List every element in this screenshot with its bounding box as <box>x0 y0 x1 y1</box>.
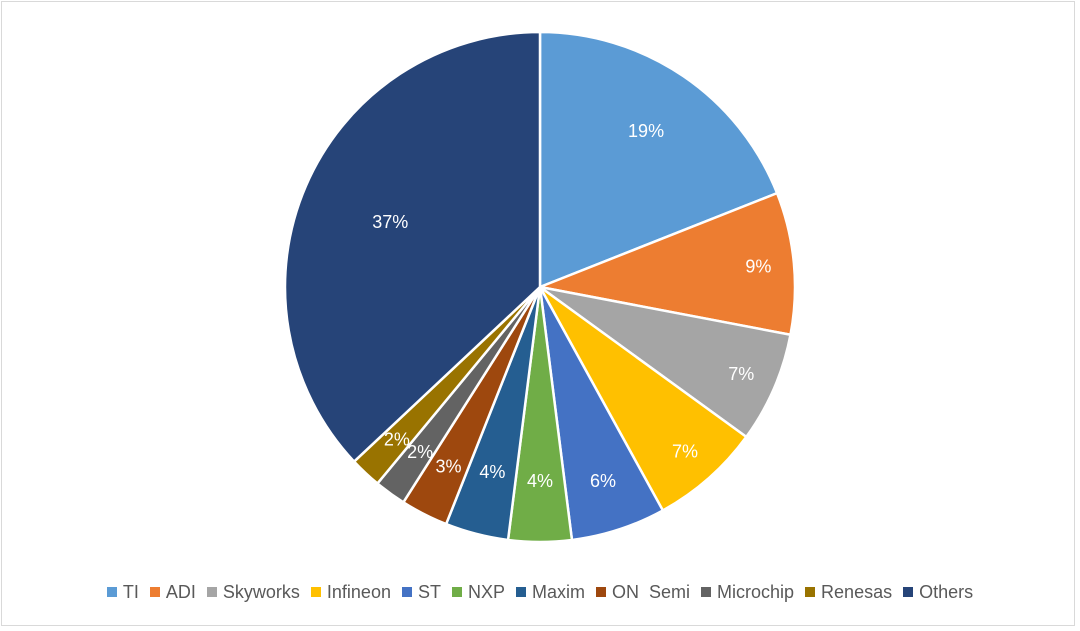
legend-label-skyworks: Skyworks <box>222 582 300 602</box>
legend-swatch-on-semi <box>596 587 606 597</box>
legend-item-nxp: NXP <box>451 579 505 605</box>
data-label-infineon: 7% <box>672 441 698 461</box>
legend-label-microchip: Microchip <box>717 582 795 602</box>
legend-item-adi: ADI <box>149 579 196 605</box>
pie-slice-skyworks <box>538 285 792 439</box>
pie-slice-infineon <box>538 285 748 512</box>
legend-swatch-others <box>903 587 914 597</box>
legend-label-on-semi: ON Semi <box>612 582 691 602</box>
legend-item-on-semi: ON Semi <box>596 579 690 605</box>
legend-item-st: ST <box>401 579 441 605</box>
data-label-skyworks: 7% <box>728 364 754 384</box>
legend-label-infineon: Infineon <box>326 582 391 602</box>
legend-item-maxim: Maxim <box>516 579 585 605</box>
legend-swatch-infineon <box>310 587 321 597</box>
legend: TI ADI Skyworks Infineon ST NXP Maxim ON Semi Mi… <box>2 579 1078 605</box>
legend-item-infineon: Infineon <box>310 579 391 605</box>
data-label-ti: 19% <box>628 121 664 141</box>
legend-swatch-renesas <box>805 587 816 597</box>
pie-slices <box>283 30 797 544</box>
legend-label-st: ST <box>417 582 441 602</box>
legend-swatch-nxp <box>451 587 462 597</box>
legend-label-renesas: Renesas <box>821 582 893 602</box>
legend-item-microchip: Microchip <box>701 579 794 605</box>
legend-label-adi: ADI <box>165 582 196 602</box>
pie-chart: 19%9%7%7%6%4%4%3%2%2%37% <box>283 30 797 544</box>
pie-data-labels: 19%9%7%7%6%4%4%3%2%2%37% <box>372 121 771 491</box>
legend-swatch-microchip <box>701 587 712 597</box>
legend-swatch-st <box>401 587 412 597</box>
data-label-st: 6% <box>590 471 616 491</box>
legend-item-renesas: Renesas <box>805 579 892 605</box>
data-label-microchip: 2% <box>407 442 433 462</box>
legend-label-maxim: Maxim <box>532 582 585 602</box>
legend-swatch-maxim <box>516 587 526 597</box>
legend-item-ti: TI <box>106 579 139 605</box>
data-label-on-semi: 3% <box>436 456 462 476</box>
data-label-renesas: 2% <box>384 429 410 449</box>
legend-item-others: Others <box>903 579 973 605</box>
legend-swatch-ti <box>106 587 117 597</box>
data-label-maxim: 4% <box>479 462 505 482</box>
legend-swatch-adi <box>149 587 160 597</box>
legend-label-others: Others <box>919 582 974 602</box>
legend-label-ti: TI <box>122 582 139 602</box>
data-label-nxp: 4% <box>527 471 553 491</box>
legend-label-nxp: NXP <box>467 582 505 602</box>
legend-item-skyworks: Skyworks <box>206 579 300 605</box>
data-label-adi: 9% <box>745 256 771 276</box>
pie-slice-adi <box>538 191 797 337</box>
pie-slice-ti <box>538 30 779 289</box>
legend-swatch-skyworks <box>206 587 217 597</box>
pie-slice-others <box>283 30 542 463</box>
data-label-others: 37% <box>372 212 408 232</box>
